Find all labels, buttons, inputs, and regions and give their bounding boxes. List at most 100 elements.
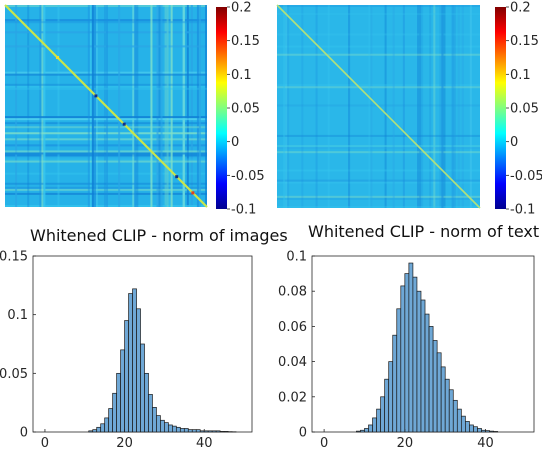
histogram-bar <box>219 431 225 433</box>
heatmap-row-band <box>277 33 480 36</box>
heatmap-row-band <box>5 150 207 153</box>
histogram-bar <box>124 320 129 433</box>
heatmap-col-band <box>453 5 456 208</box>
histogram-bar <box>92 429 98 433</box>
histogram-bar <box>128 293 133 433</box>
heatmap-col-band <box>461 5 464 208</box>
histogram-bar <box>108 408 113 433</box>
histogram-bar <box>424 313 430 433</box>
heatmap-row-band <box>5 45 207 48</box>
histogram-bar <box>152 407 157 433</box>
heatmap-row-band <box>5 188 207 191</box>
histogram-bar <box>368 424 373 433</box>
heatmap-text <box>276 4 481 209</box>
heatmap-col-band <box>348 5 351 208</box>
histogram-bar <box>477 428 482 433</box>
colorbar-tick-label: 0.05 <box>510 102 539 117</box>
heatmap-col-band <box>439 5 442 208</box>
histogram-bar <box>136 308 141 433</box>
histogram-bar <box>448 389 454 433</box>
heatmap-row-band <box>277 53 480 56</box>
heatmap-row-band <box>5 31 207 34</box>
heatmap-row-band <box>5 116 207 119</box>
histogram-bar <box>452 399 458 433</box>
heatmap-row-band <box>277 147 480 150</box>
heatmap-col-band <box>91 5 94 207</box>
heatmap-row-band <box>277 151 480 154</box>
heatmap-row-band <box>5 160 207 163</box>
heatmap-row-band <box>5 150 207 153</box>
histogram-bar <box>164 422 169 433</box>
histogram-bar <box>384 378 390 433</box>
heatmap-col-band <box>285 5 288 208</box>
heatmap-row-band <box>277 195 480 198</box>
heatmap-row-band <box>277 169 480 172</box>
histogram-bar <box>404 273 410 433</box>
x-tick-label: 20 <box>397 436 414 450</box>
heatmap-col-band <box>160 5 163 207</box>
y-tick-label: 0.04 <box>278 355 307 370</box>
heatmap-diagonal-spot <box>175 175 179 179</box>
histogram-bar <box>120 349 125 433</box>
heatmap-row-band <box>277 205 480 208</box>
heatmap-col-band <box>417 5 420 208</box>
heatmap-col-band <box>134 5 137 207</box>
heatmap-col-band <box>89 5 92 207</box>
heatmap-col-band <box>443 5 446 208</box>
histogram-bar <box>175 426 181 433</box>
x-tick-label: 0 <box>320 436 328 450</box>
heatmap-row-band <box>5 71 207 74</box>
heatmap-diagonal-spot <box>94 94 98 98</box>
heatmap-col-band <box>132 5 135 207</box>
y-tick-label: 0.1 <box>7 308 28 323</box>
heatmap-col-band <box>15 5 18 207</box>
heatmap-col-band <box>384 5 387 208</box>
heatmap-col-band <box>419 5 422 208</box>
colorbar-tick-label: 0.1 <box>510 68 531 83</box>
histogram-text-title: Whitened CLIP - norm of text <box>308 222 540 241</box>
histogram-bar <box>412 276 418 433</box>
histogram-bar <box>191 429 197 433</box>
heatmap-col-band <box>451 5 454 208</box>
heatmap-col-band <box>132 5 135 207</box>
heatmap-row-band <box>5 118 207 121</box>
heatmap-col-band <box>158 5 161 207</box>
heatmap-row-band <box>5 85 207 88</box>
heatmap-diagonal-spot <box>122 122 126 126</box>
histogram-bar <box>96 426 102 433</box>
colorbar-tick-label: 0.05 <box>231 102 260 117</box>
histogram-bar <box>223 431 229 433</box>
heatmap-col-band <box>327 5 330 208</box>
heatmap-row-band <box>5 154 207 157</box>
heatmap-row-band <box>277 84 480 87</box>
histogram-bar <box>473 426 478 433</box>
heatmap-col-band <box>156 5 159 207</box>
heatmap-col-band <box>39 5 42 207</box>
heatmap-row-band <box>277 179 480 182</box>
heatmap-col-band <box>57 5 60 207</box>
heatmap-row-band <box>5 158 207 161</box>
colorbar-tick-label: -0.05 <box>231 169 265 184</box>
heatmap-row-band <box>5 122 207 125</box>
heatmap-col-band <box>168 5 171 207</box>
heatmap-col-band <box>419 5 422 208</box>
histogram-bar <box>187 429 193 433</box>
x-tick-label: 40 <box>477 436 494 450</box>
heatmap-row-band <box>277 195 480 198</box>
histogram-text: 0 20 40 0 0.02 0.04 0.06 0.08 0.1 <box>278 250 535 450</box>
histogram-images-title: Whitened CLIP - norm of images <box>30 226 288 245</box>
histogram-bar <box>172 425 177 433</box>
histogram-bar <box>440 366 446 433</box>
heatmap-col-band <box>392 5 395 208</box>
heatmap-row-band <box>277 197 480 200</box>
heatmap-row-band <box>5 204 207 207</box>
heatmap-col-band <box>315 5 318 208</box>
x-tick-label: 40 <box>196 436 213 450</box>
heatmap-row-band <box>277 145 480 148</box>
heatmap-col-band <box>136 5 139 207</box>
heatmap-col-band <box>190 5 193 207</box>
heatmap-row-band <box>5 132 207 135</box>
heatmap-col-band <box>43 5 46 207</box>
colorbar-tick-label: 0.2 <box>510 1 531 16</box>
heatmap-col-band <box>439 5 442 208</box>
